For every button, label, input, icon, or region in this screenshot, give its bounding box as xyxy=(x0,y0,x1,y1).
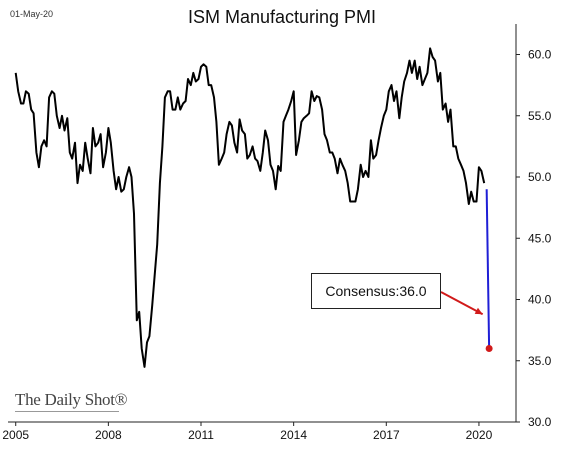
projection-layer xyxy=(485,189,493,352)
y-tick-label: 50.0 xyxy=(528,170,552,184)
y-tick-label: 45.0 xyxy=(528,231,552,245)
y-axis: 60.0 55.0 50.0 45.0 40.0 35.0 30.0 xyxy=(516,48,552,429)
callout-arrow xyxy=(440,291,484,316)
annotation-layer xyxy=(440,291,484,316)
x-tick-label: 2011 xyxy=(188,428,214,442)
brand-logo: The Daily Shot® xyxy=(15,390,128,409)
plot-frame xyxy=(8,24,517,423)
consensus-label: Consensus: xyxy=(325,283,400,299)
consensus-value: 36.0 xyxy=(399,283,427,299)
callout-arrowhead xyxy=(474,307,483,315)
y-tick-label: 40.0 xyxy=(528,293,552,307)
x-tick-label: 2017 xyxy=(373,428,400,442)
y-tick-label: 60.0 xyxy=(528,48,552,62)
x-axis: 2005 2008 2011 2014 2017 2020 xyxy=(2,422,493,442)
consensus-marker xyxy=(485,345,493,352)
y-tick-label: 55.0 xyxy=(528,109,552,123)
consensus-callout: Consensus: 36.0 xyxy=(311,273,441,309)
projection-line xyxy=(485,189,491,349)
x-tick-label: 2008 xyxy=(95,428,122,442)
series-layer xyxy=(14,47,486,368)
brand-underline xyxy=(15,411,119,412)
y-tick-label: 30.0 xyxy=(528,415,552,429)
x-tick-label: 2005 xyxy=(2,428,29,442)
date-stamp: 01-May-20 xyxy=(10,9,54,19)
x-tick-label: 2020 xyxy=(466,428,493,442)
pmi-series-line xyxy=(14,47,486,368)
y-tick-label: 35.0 xyxy=(528,354,552,368)
x-tick-label: 2014 xyxy=(280,428,307,442)
chart-title: ISM Manufacturing PMI xyxy=(187,7,377,27)
